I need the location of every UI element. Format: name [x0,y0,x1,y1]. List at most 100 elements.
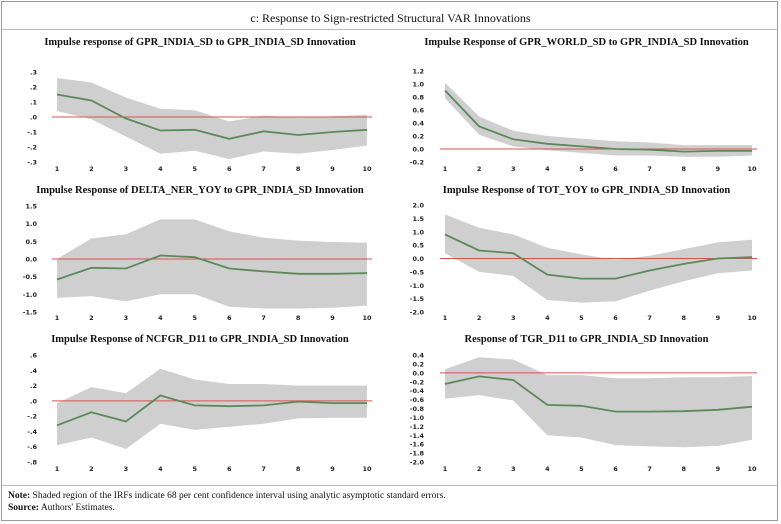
chart1-y-tick-label: -.2 [27,144,37,152]
chart3-x-tick-label: 5 [193,314,198,322]
chart4-y-tick-label: -2.0 [410,309,425,317]
chart5-y-tick-label: .2 [30,382,37,390]
chart2-y-tick-label: 1.2 [412,68,424,76]
chart4-x-tick-label: 9 [716,314,721,322]
chart5-title: Impulse Response of NCFGR_D11 to GPR_IND… [51,334,349,345]
chart5-x-tick-label: 3 [124,465,129,473]
chart6-y-tick-label: -2.0 [410,459,425,467]
chart5-x-tick-label: 7 [261,465,266,473]
chart2-x-tick-label: 2 [477,165,482,173]
source-line: Source: Authors' Estimates. [8,502,115,514]
chart1-y-tick-label: .3 [30,69,37,77]
chart5-y-tick-label: -.8 [27,459,37,467]
chart2-x-tick-label: 7 [647,165,652,173]
chart2-y-tick-label: 0.4 [412,120,424,128]
chart6-y-tick-label: 0.0 [412,369,424,377]
chart6-y-tick-label: 0.4 [412,352,424,360]
chart2-y-tick-label: -0.2 [410,159,424,167]
chart4-x-tick-label: 2 [477,314,482,322]
chart2-y-tick-label: 0.6 [412,107,424,115]
chart6-x-tick-label: 3 [511,465,516,473]
chart1-x-tick-label: 1 [55,165,60,173]
chart6-x-tick-label: 6 [613,465,618,473]
chart2-x-tick-label: 10 [747,165,757,173]
chart5-x-tick-label: 10 [362,465,372,473]
chart1-y-tick-label: .1 [30,99,37,107]
chart4-x-tick-label: 1 [443,314,448,322]
chart6-y-tick-label: -1.4 [410,432,425,440]
chart3-title: Impulse Response of DELTA_NER_YOY to GPR… [36,185,364,196]
chart5-y-tick-label: .0 [30,397,37,405]
chart5-y-tick-label: .6 [30,352,37,360]
chart4-y-tick-label: 0.5 [412,242,424,250]
chart3-x-tick-label: 2 [89,314,94,322]
chart2-x-tick-label: 1 [443,165,448,173]
chart6-x-tick-label: 2 [477,465,482,473]
chart6-x-tick-label: 7 [647,465,652,473]
chart3-confidence-band [57,219,367,309]
chart4-x-tick-label: 6 [613,314,618,322]
chart1-y-tick-label: -.1 [27,129,37,137]
chart3-x-tick-label: 3 [124,314,129,322]
chart2-x-tick-label: 6 [613,165,618,173]
chart4-y-tick-label: -1.0 [410,282,425,290]
note-label: Note: [8,491,31,501]
chart1-y-tick-label: .2 [30,84,37,92]
chart4-y-tick-label: -0.5 [410,268,425,276]
chart6-x-tick-label: 9 [716,465,721,473]
chart2-title: Impulse Response of GPR_WORLD_SD to GPR_… [424,37,749,48]
chart2-x-tick-label: 4 [545,165,550,173]
chart6-x-tick-label: 1 [443,465,448,473]
chart2-x-tick-label: 5 [579,165,584,173]
chart4-x-tick-label: 10 [747,314,757,322]
chart5-x-tick-label: 6 [227,465,232,473]
chart4-title: Impulse Response of TOT_YOY to GPR_INDIA… [443,185,731,196]
chart2-x-tick-label: 9 [716,165,721,173]
chart2-y-tick-label: 0.0 [412,146,424,154]
chart4-x-tick-label: 7 [647,314,652,322]
chart1-x-tick-label: 6 [227,165,232,173]
chart4-y-tick-label: 2.0 [412,202,424,210]
chart6-response-line [444,375,753,413]
chart4-response-line [444,233,753,280]
chart3-y-tick-label: 0.5 [25,238,37,246]
chart1-x-tick-label: 5 [193,165,198,173]
chart2-x-tick-label: 3 [511,165,516,173]
chart4-x-tick-label: 3 [511,314,516,322]
chart2-x-tick-label: 8 [682,165,687,173]
chart3-response-line [56,254,368,281]
chart3-x-tick-label: 9 [330,314,335,322]
figure-title: c: Response to Sign-restricted Structura… [250,11,531,25]
source-text: Authors' Estimates. [38,503,115,513]
chart1-x-tick-label: 4 [158,165,163,173]
note-line: Note: Shaded region of the IRFs indicate… [8,490,446,502]
chart1-x-tick-label: 2 [89,165,94,173]
chart6-x-tick-label: 8 [682,465,687,473]
chart6-x-tick-label: 10 [747,465,757,473]
chart4-y-tick-label: -1.5 [410,295,425,303]
chart6-y-tick-label: 0.2 [412,360,424,368]
chart3-x-tick-label: 8 [296,314,301,322]
chart3-y-tick-label: -1.5 [23,309,38,317]
chart6-y-tick-label: -1.8 [410,450,425,458]
chart6-y-tick-label: -1.6 [410,441,425,449]
chart2-y-tick-label: 0.8 [412,94,424,102]
chart5-confidence-band [57,368,367,449]
chart6-y-tick-label: -0.6 [410,396,425,404]
chart3-y-tick-label: 0.0 [25,256,37,264]
chart3-y-tick-label: -1.0 [23,291,38,299]
chart4-y-tick-label: 0.0 [412,255,424,263]
chart1-x-tick-label: 3 [124,165,129,173]
chart2-response-line [444,89,752,153]
chart5-x-tick-label: 1 [55,465,60,473]
chart1-x-tick-label: 7 [261,165,266,173]
chart1-y-tick-label: .0 [30,114,37,122]
chart6-y-tick-label: -0.8 [410,405,425,413]
chart5-y-tick-label: -.2 [27,413,37,421]
chart4-x-tick-label: 5 [579,314,584,322]
title-separator [1,29,778,30]
chart6-y-tick-label: -1.0 [410,414,425,422]
chart3-x-tick-label: 1 [55,314,60,322]
chart3-x-tick-label: 10 [362,314,372,322]
